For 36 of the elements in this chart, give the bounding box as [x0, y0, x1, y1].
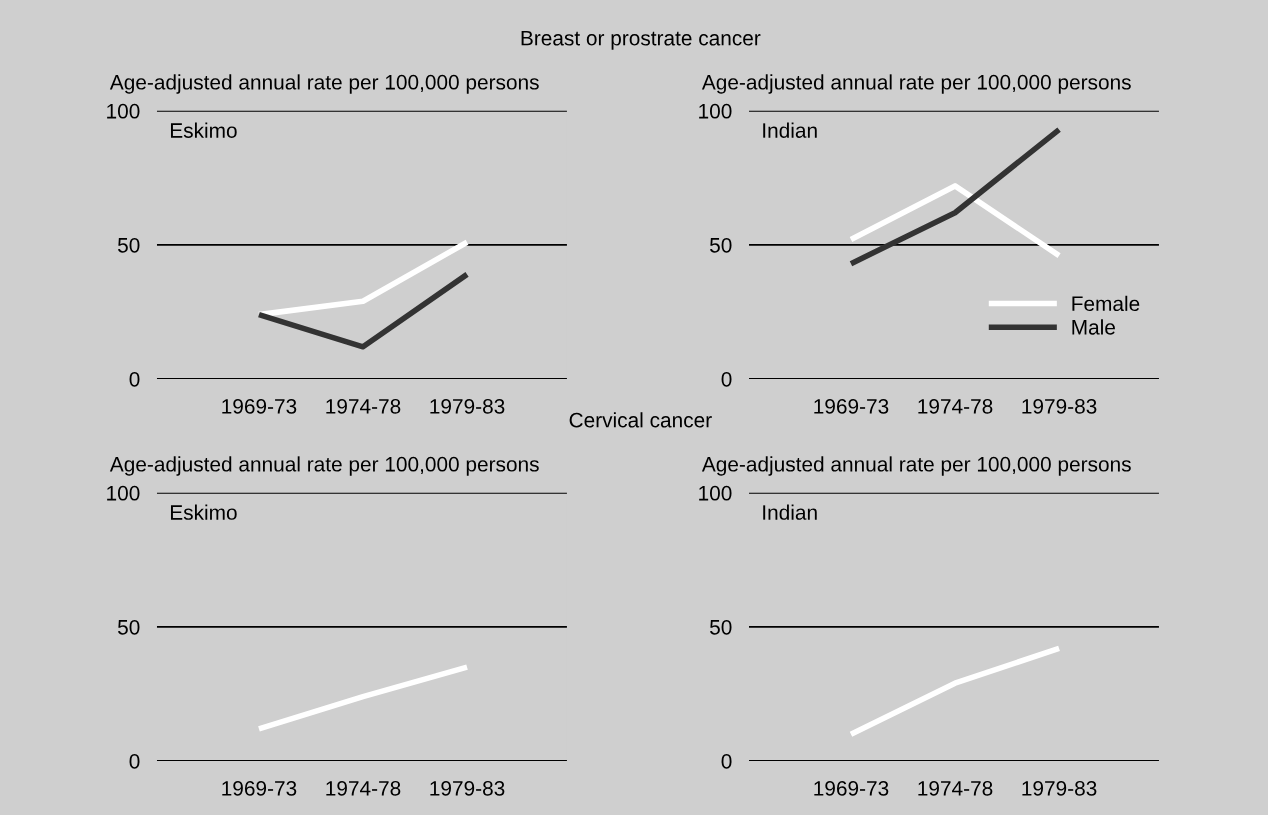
y-tick-label: 0 [129, 371, 140, 387]
chart-subtitle: Eskimo [170, 122, 237, 138]
chart-subtitle: Indian [763, 122, 817, 138]
x-tick-label: 1979-83 [430, 780, 505, 796]
x-tick-label: 1974-78 [326, 398, 401, 414]
text: Cervical cancer [569, 412, 712, 428]
x-tick-label: 1979-83 [1022, 398, 1097, 414]
y-axis-title: Age-adjusted annual rate per 100,000 persons [701, 456, 1131, 476]
y-tick-label: 0 [721, 753, 732, 769]
y-tick-label: 100 [107, 485, 140, 501]
y-axis-title: Age-adjusted annual rate per 100,000 persons [109, 456, 539, 476]
x-tick-label: 1969-73 [222, 398, 297, 414]
x-tick-label: 1979-83 [430, 398, 505, 414]
chart-subtitle: Eskimo [170, 504, 237, 520]
y-axis-title: Age-adjusted annual rate per 100,000 persons [109, 74, 539, 94]
y-axis-title: Age-adjusted annual rate per 100,000 persons [701, 74, 1131, 94]
y-tick-label: 50 [117, 619, 140, 635]
x-tick-label: 1974-78 [918, 398, 993, 414]
y-tick-label: 0 [721, 371, 732, 387]
y-tick-label: 50 [117, 237, 140, 253]
legend-label: Male [1072, 319, 1115, 335]
x-tick-label: 1974-78 [326, 780, 401, 796]
text: Breast or prostrate cancer [521, 30, 761, 50]
chart-subtitle: Indian [763, 504, 817, 520]
x-tick-label: 1969-73 [814, 780, 889, 796]
x-tick-label: 1974-78 [918, 780, 993, 796]
legend-label: Female [1072, 295, 1140, 312]
y-tick-label: 0 [129, 753, 140, 769]
x-tick-label: 1969-73 [222, 780, 297, 796]
y-tick-label: 100 [107, 103, 140, 119]
y-tick-label: 100 [699, 103, 732, 119]
y-tick-label: 50 [710, 619, 732, 635]
y-tick-label: 50 [710, 237, 732, 253]
x-tick-label: 1979-83 [1022, 780, 1097, 796]
x-tick-label: 1969-73 [814, 398, 889, 414]
y-tick-label: 100 [699, 485, 732, 501]
